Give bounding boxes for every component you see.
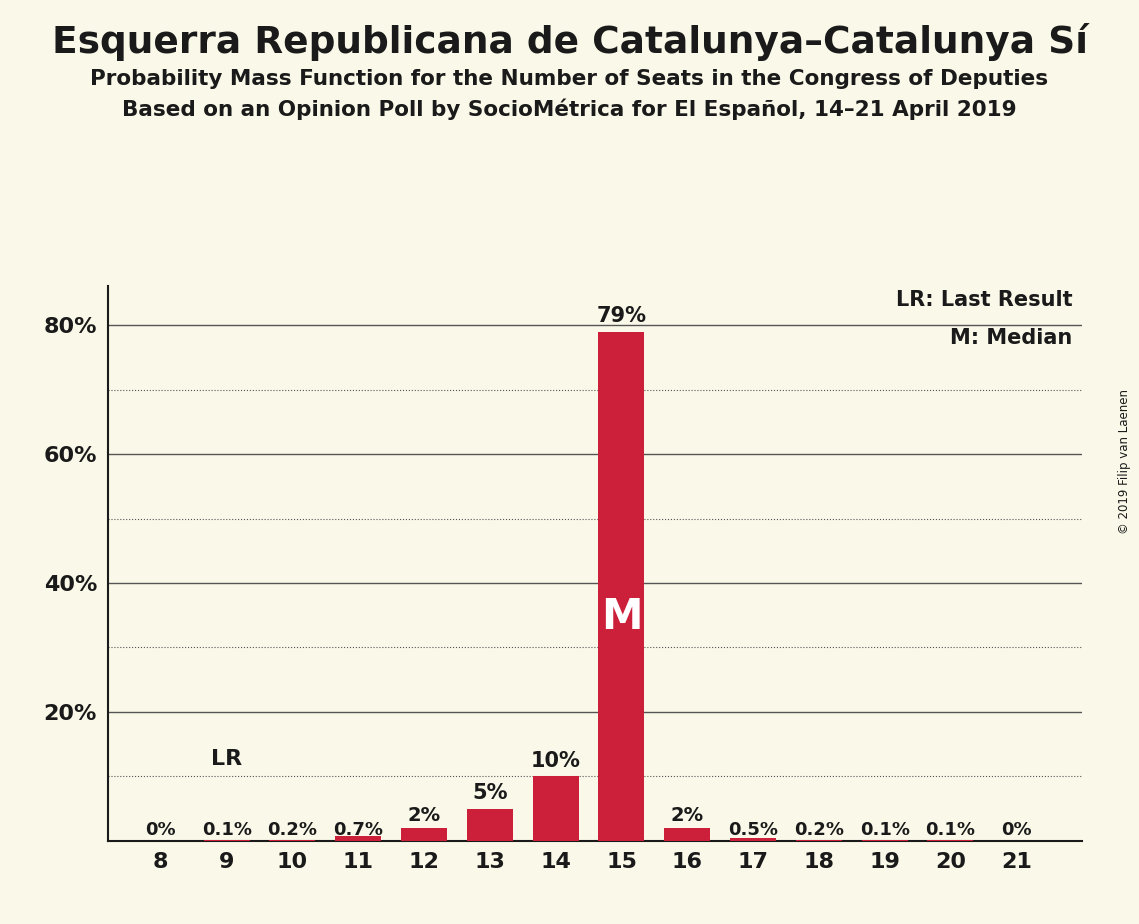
Bar [730, 838, 776, 841]
Text: 0.1%: 0.1% [860, 821, 910, 839]
Text: 0%: 0% [1001, 821, 1032, 839]
Bar [533, 776, 579, 841]
Text: 0.5%: 0.5% [728, 821, 778, 839]
Text: Esquerra Republicana de Catalunya–Catalunya Sí: Esquerra Republicana de Catalunya–Catalu… [51, 23, 1088, 61]
Text: M: Median: M: Median [950, 328, 1072, 348]
Text: 10%: 10% [531, 751, 581, 772]
Text: 0.2%: 0.2% [268, 821, 318, 839]
Text: 2%: 2% [408, 807, 441, 825]
Bar [796, 840, 842, 841]
Text: LR: Last Result: LR: Last Result [895, 289, 1072, 310]
Bar [401, 828, 448, 841]
Text: 0.1%: 0.1% [926, 821, 975, 839]
Text: M: M [600, 596, 642, 638]
Text: 0.2%: 0.2% [794, 821, 844, 839]
Text: 0.7%: 0.7% [334, 821, 383, 839]
Text: LR: LR [211, 748, 243, 769]
Text: 0%: 0% [146, 821, 177, 839]
Bar [270, 840, 316, 841]
Text: 2%: 2% [671, 807, 704, 825]
Text: 5%: 5% [472, 784, 508, 804]
Bar [335, 836, 382, 841]
Text: Based on an Opinion Poll by SocioMétrica for El Español, 14–21 April 2019: Based on an Opinion Poll by SocioMétrica… [122, 99, 1017, 120]
Text: 79%: 79% [597, 307, 647, 326]
Bar [598, 332, 645, 841]
Bar [467, 808, 513, 841]
Text: © 2019 Filip van Laenen: © 2019 Filip van Laenen [1118, 390, 1131, 534]
Text: 0.1%: 0.1% [202, 821, 252, 839]
Bar [664, 828, 711, 841]
Text: Probability Mass Function for the Number of Seats in the Congress of Deputies: Probability Mass Function for the Number… [90, 69, 1049, 90]
